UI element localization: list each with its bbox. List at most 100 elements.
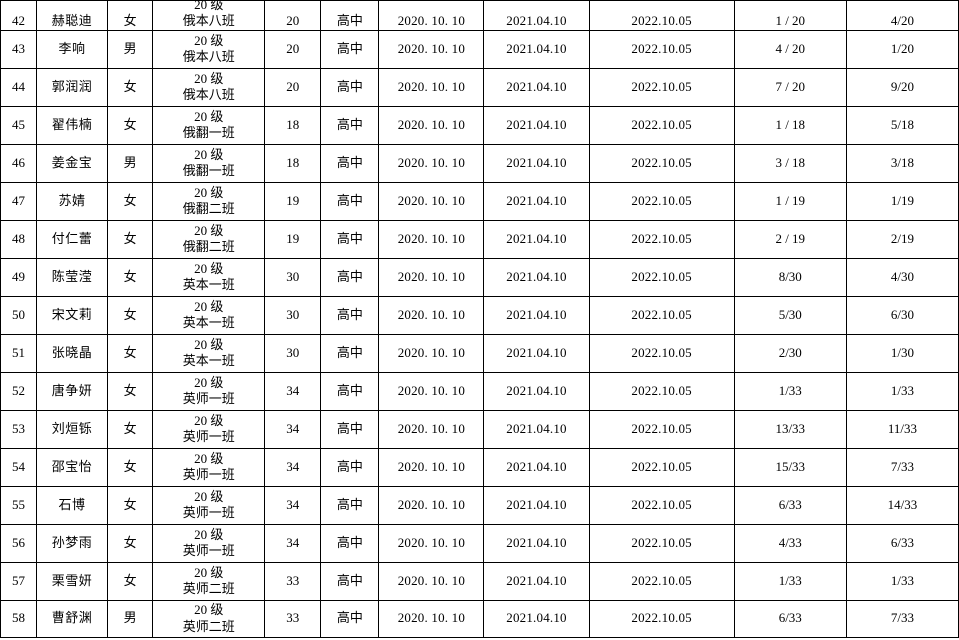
cell-sex: 女 — [107, 219, 154, 259]
cell-name: 陈莹滢 — [36, 257, 109, 297]
cell-total: 34 — [264, 371, 322, 411]
cell-rank-one: 4/33 — [733, 523, 847, 563]
cell-class: 20 级俄本八班 — [152, 29, 266, 69]
cell-class: 20 级俄翻一班 — [152, 143, 266, 183]
cell-sex: 女 — [107, 105, 154, 145]
cell-index: 43 — [0, 29, 38, 69]
cell-class-line2: 俄本八班 — [182, 49, 235, 64]
cell-rank-one: 2 / 19 — [733, 219, 847, 259]
cell-name: 宋文莉 — [36, 295, 109, 335]
cell-date-three: 2022.10.05 — [588, 409, 735, 449]
cell-level: 高中 — [320, 257, 380, 297]
cell-index: 42 — [0, 0, 38, 31]
cell-name: 曹舒渊 — [36, 599, 109, 638]
cell-class-line2: 英师一班 — [182, 543, 235, 558]
cell-class-line2: 英师一班 — [182, 467, 235, 482]
cell-date-two: 2021.04.10 — [483, 333, 590, 373]
cell-class: 20 级英师一班 — [152, 523, 266, 563]
cell-date-two: 2021.04.10 — [483, 0, 590, 31]
cell-total: 20 — [264, 29, 322, 69]
cell-name: 唐争妍 — [36, 371, 109, 411]
cell-class-line1: 20 级 — [194, 336, 224, 352]
cell-rank-one: 15/33 — [733, 447, 847, 487]
cell-class-line2: 英师二班 — [182, 618, 235, 634]
cell-date-three: 2022.10.05 — [588, 485, 735, 525]
cell-rank-one: 1/33 — [733, 371, 847, 411]
cell-date-one: 2020. 10. 10 — [378, 447, 485, 487]
table-row: 58 曹舒渊男 20 级英师二班 33 高中 2020. 10. 10 2021.04.10… — [0, 599, 959, 638]
cell-name: 苏婧 — [36, 181, 109, 221]
cell-level: 高中 — [320, 409, 380, 449]
cell-level: 高中 — [320, 599, 380, 638]
cell-class-line1: 20 级 — [194, 450, 224, 466]
cell-class: 20 级英师一班 — [152, 409, 266, 449]
cell-rank-two: 7/33 — [845, 447, 959, 487]
cell-date-three: 2022.10.05 — [588, 257, 735, 297]
cell-level: 高中 — [320, 295, 380, 335]
cell-date-three: 2022.10.05 — [588, 67, 735, 107]
cell-rank-two: 11/33 — [845, 409, 959, 449]
table-row: 50 宋文莉女 20 级英本一班 30 高中 2020. 10. 10 2021.04.10… — [0, 295, 959, 335]
cell-class-line1: 20 级 — [194, 564, 224, 580]
cell-sex: 女 — [107, 67, 154, 107]
cell-date-one: 2020. 10. 10 — [378, 143, 485, 183]
cell-class: 20 级俄翻二班 — [152, 219, 266, 259]
cell-level: 高中 — [320, 447, 380, 487]
cell-class-line2: 英师二班 — [182, 581, 235, 596]
cell-sex: 女 — [107, 371, 154, 411]
cell-sex: 女 — [107, 409, 154, 449]
table-row: 49 陈莹滢女 20 级英本一班 30 高中 2020. 10. 10 2021.04.10… — [0, 257, 959, 297]
cell-index: 56 — [0, 523, 38, 563]
cell-name: 张晓晶 — [36, 333, 109, 373]
cell-rank-one: 7 / 20 — [733, 67, 847, 107]
cell-name: 孙梦雨 — [36, 523, 109, 563]
cell-total: 18 — [264, 143, 322, 183]
cell-date-three: 2022.10.05 — [588, 181, 735, 221]
cell-date-three: 2022.10.05 — [588, 0, 735, 31]
cell-rank-one: 1 / 18 — [733, 105, 847, 145]
cell-date-three: 2022.10.05 — [588, 523, 735, 563]
table-row: 57 栗雪妍女 20 级英师二班 33 高中 2020. 10. 10 2021.04.10… — [0, 561, 959, 601]
cell-level: 高中 — [320, 143, 380, 183]
cell-class-line1: 20 级 — [194, 526, 224, 542]
cell-class-line2: 俄翻一班 — [182, 163, 235, 178]
table-row: 51 张晓晶女 20 级英本一班 30 高中 2020. 10. 10 2021.04.10… — [0, 333, 959, 373]
cell-rank-two: 1/33 — [845, 561, 959, 601]
table-row: 54 邵宝怡女 20 级英师一班 34 高中 2020. 10. 10 2021.04.10… — [0, 447, 959, 487]
cell-date-one: 2020. 10. 10 — [378, 561, 485, 601]
cell-rank-two: 2/19 — [845, 219, 959, 259]
table-row: 44 郭润润女 20 级俄本八班 20 高中 2020. 10. 10 2021.04.10… — [0, 67, 959, 107]
cell-total: 30 — [264, 257, 322, 297]
cell-date-three: 2022.10.05 — [588, 143, 735, 183]
cell-index: 46 — [0, 143, 38, 183]
cell-class-line1: 20 级 — [194, 146, 224, 162]
cell-date-three: 2022.10.05 — [588, 105, 735, 145]
cell-class: 20 级俄本八班 — [152, 0, 266, 31]
cell-rank-one: 6/33 — [733, 485, 847, 525]
cell-total: 30 — [264, 295, 322, 335]
cell-class: 20 级英本一班 — [152, 257, 266, 297]
cell-total: 19 — [264, 181, 322, 221]
table-row: 47 苏婧女 20 级俄翻二班 19 高中 2020. 10. 10 2021.04.10 2… — [0, 181, 959, 221]
cell-class-line1: 20 级 — [194, 108, 224, 124]
cell-rank-two: 4/30 — [845, 257, 959, 297]
cell-class: 20 级俄本八班 — [152, 67, 266, 107]
cell-level: 高中 — [320, 371, 380, 411]
cell-rank-one: 1 / 20 — [733, 0, 847, 31]
cell-class-line2: 英师一班 — [182, 505, 235, 520]
cell-name: 刘烜铄 — [36, 409, 109, 449]
cell-class: 20 级英本一班 — [152, 295, 266, 335]
cell-level: 高中 — [320, 333, 380, 373]
table-row: 42 赫聪迪女 20 级俄本八班 20 高中 2020. 10. 10 2021.04.10… — [0, 0, 959, 31]
cell-index: 50 — [0, 295, 38, 335]
cell-level: 高中 — [320, 0, 380, 31]
cell-total: 18 — [264, 105, 322, 145]
cell-class-line1: 20 级 — [194, 298, 224, 314]
cell-total: 33 — [264, 599, 322, 638]
cell-level: 高中 — [320, 29, 380, 69]
cell-date-three: 2022.10.05 — [588, 371, 735, 411]
cell-total: 34 — [264, 409, 322, 449]
cell-date-three: 2022.10.05 — [588, 447, 735, 487]
